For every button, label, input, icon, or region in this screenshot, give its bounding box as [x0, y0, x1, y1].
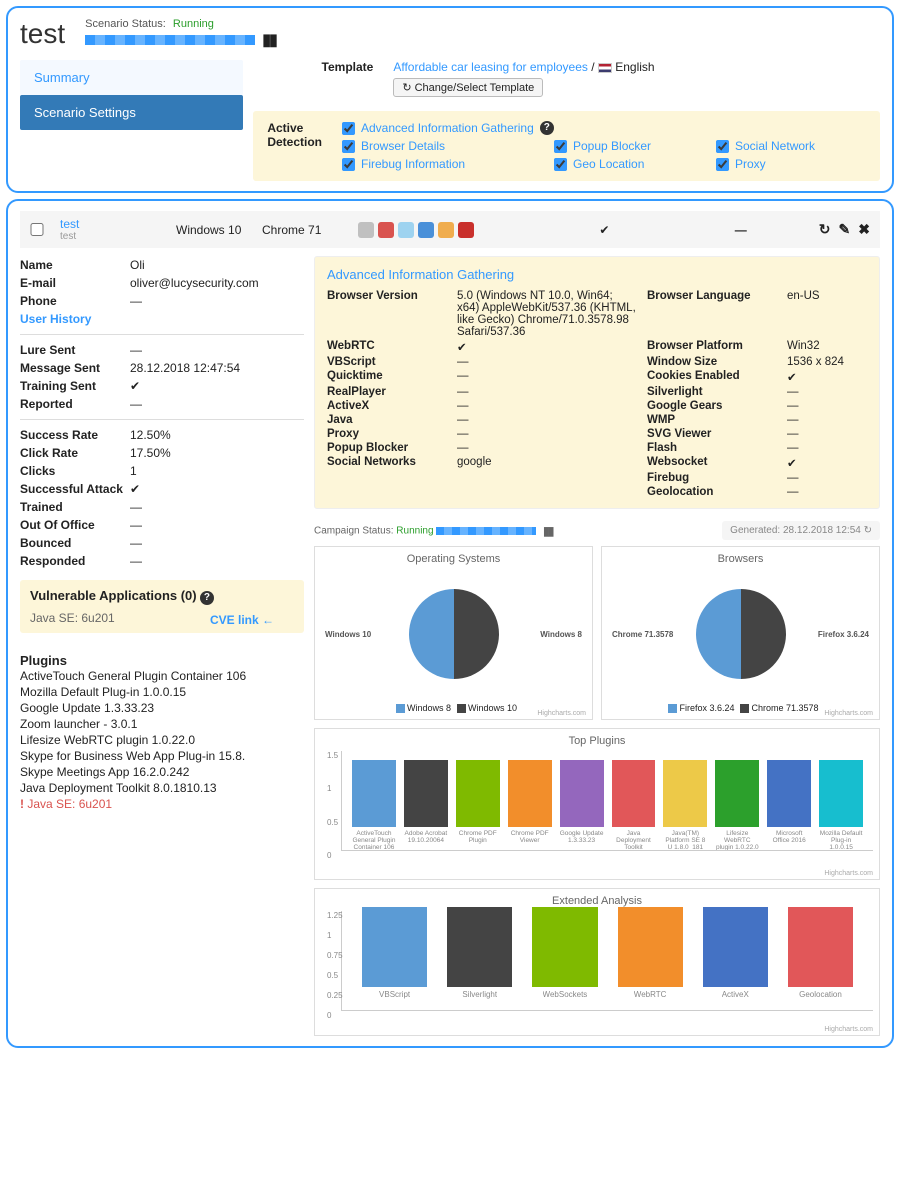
edit-icon[interactable]: ✎ [839, 221, 851, 238]
row-name[interactable]: test test [60, 217, 160, 242]
detection-geo-location[interactable]: Geo Location [554, 157, 704, 171]
aig-panel: Advanced Information Gathering Browser V… [314, 256, 880, 509]
bar-item: Google Update 1.3.33.23 [560, 760, 604, 850]
bar-item: Microsoft Office 2016 [767, 760, 811, 850]
page-title: test [20, 18, 65, 50]
template-name-link[interactable]: Affordable car leasing for employees [393, 60, 588, 74]
detection-proxy[interactable]: Proxy [716, 157, 866, 171]
bar-item: Java(TM) Platform SE 8 U 1.8.0_181 [663, 760, 707, 850]
nav-summary[interactable]: Summary [20, 60, 243, 95]
bar-item: Geolocation [788, 907, 853, 1010]
row-checkbox[interactable] [30, 223, 44, 236]
nav-scenario-settings[interactable]: Scenario Settings [20, 95, 243, 130]
close-icon[interactable]: ✖ [858, 221, 870, 238]
result-header-bar: test test Windows 10 Chrome 71 ✔ — ↻ ✎ ✖ [20, 211, 880, 248]
bar-item: Java Deployment Toolkit 8.0.1810.13 [612, 760, 656, 850]
row-browser: Chrome 71 [262, 223, 342, 237]
plugin-item: Skype for Business Web App Plug-in 15.8. [20, 748, 304, 764]
generated-label[interactable]: Generated: 28.12.2018 12:54 ↻ [722, 521, 880, 540]
plugins-title: Plugins [20, 653, 304, 668]
active-detection-box: Active Detection Advanced Information Ga… [253, 111, 880, 181]
plugin-item: Java Deployment Toolkit 8.0.1810.13 [20, 780, 304, 796]
plugin-icon-strip [358, 222, 474, 238]
scenario-status: Scenario Status: Running ▮▮ [85, 18, 276, 50]
progress-bar [85, 35, 255, 45]
bar-item: ActiveX [703, 907, 768, 1010]
plugin-item: Skype Meetings App 16.2.0.242 [20, 764, 304, 780]
help-icon[interactable]: ? [540, 121, 554, 135]
plugin-vulnerable: Java SE: 6u201 [20, 796, 304, 812]
details-right: Advanced Information Gathering Browser V… [314, 256, 880, 1036]
chart-browsers: Browsers Chrome 71.3578 Firefox 3.6.24 F… [601, 546, 880, 720]
detection-social-network[interactable]: Social Network [716, 139, 866, 153]
chart-os: Operating Systems Windows 10 Windows 8 W… [314, 546, 593, 720]
user-history-link[interactable]: User History [20, 312, 130, 326]
bar-item: Chrome PDF Plugin [456, 760, 500, 850]
bar-item: WebSockets [532, 907, 597, 1010]
plugins-list: ActiveTouch General Plugin Container 106… [20, 668, 304, 796]
plugin-icon [358, 222, 374, 238]
bar-item: Silverlight [447, 907, 512, 1010]
help-icon[interactable]: ? [200, 591, 214, 605]
plugin-item: Mozilla Default Plug-in 1.0.0.15 [20, 684, 304, 700]
plugin-icon [378, 222, 394, 238]
bar-item: Lifesize WebRTC plugin 1.0.22.0 [715, 760, 759, 850]
plugin-icon [398, 222, 414, 238]
plugin-item: ActiveTouch General Plugin Container 106 [20, 668, 304, 684]
template-row: Template Affordable car leasing for empl… [253, 60, 880, 97]
plugin-icon [418, 222, 434, 238]
bar-item: Chrome PDF Viewer [508, 760, 552, 850]
check-icon: ✔ [490, 223, 719, 237]
campaign-status: Campaign Status: Running ▮▮ [314, 524, 552, 538]
detection-browser-details[interactable]: Browser Details [342, 139, 542, 153]
side-nav: Summary Scenario Settings [20, 60, 243, 181]
dash-icon: — [735, 223, 747, 237]
plugin-icon [458, 222, 474, 238]
bar-item: Adobe Acrobat 19.10.20064 [404, 760, 448, 850]
detection-firebug-information[interactable]: Firebug Information [342, 157, 542, 171]
plugin-item: Lifesize WebRTC plugin 1.0.22.0 [20, 732, 304, 748]
details-panel: test test Windows 10 Chrome 71 ✔ — ↻ ✎ ✖… [6, 199, 894, 1048]
refresh-icon[interactable]: ↻ [819, 221, 831, 238]
bar-item: ActiveTouch General Plugin Container 106 [352, 760, 396, 850]
plugin-item: Zoom launcher - 3.0.1 [20, 716, 304, 732]
plugin-icon [438, 222, 454, 238]
detection-popup-blocker[interactable]: Popup Blocker [554, 139, 704, 153]
plugin-item: Google Update 1.3.33.23 [20, 700, 304, 716]
bar-item: WebRTC [618, 907, 683, 1010]
details-left: NameOli E-mailoliver@lucysecurity.com Ph… [20, 256, 304, 1036]
detection-advanced-information-gathering[interactable]: Advanced Information Gathering ? [342, 121, 866, 135]
flag-icon [598, 63, 612, 73]
bar-item: VBScript [362, 907, 427, 1010]
pause-icon[interactable]: ▮▮ [262, 30, 276, 50]
bar-item: Mozilla Default Plug-in 1.0.0.15 [819, 760, 863, 850]
scenario-panel: test Scenario Status: Running ▮▮ Summary… [6, 6, 894, 193]
chart-top-plugins: Top Plugins 00.511.5 ActiveTouch General… [314, 728, 880, 880]
chart-extended: Extended Analysis 00.250.50.7511.25 VBSc… [314, 888, 880, 1036]
cve-link[interactable]: CVE link ← [210, 613, 274, 627]
vulnerable-apps-box: Vulnerable Applications (0) ? Java SE: 6… [20, 580, 304, 633]
row-os: Windows 10 [176, 223, 246, 237]
change-template-button[interactable]: ↻ Change/Select Template [393, 78, 543, 97]
